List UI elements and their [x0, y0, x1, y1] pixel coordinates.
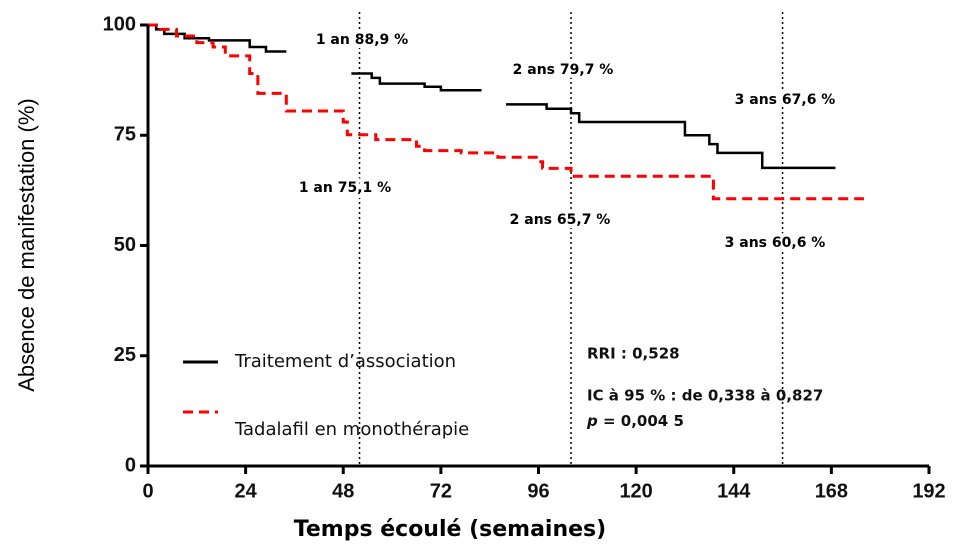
x-tick-label: 48 [332, 480, 354, 502]
x-axis-title: Temps écoulé (semaines) [294, 517, 606, 542]
annotation: 2 ans 79,7 % [513, 62, 614, 78]
x-tick-label: 72 [430, 480, 452, 502]
survival-curve [148, 23, 287, 53]
x-tick-label: 120 [619, 480, 652, 502]
y-tick-label: 75 [114, 124, 136, 146]
y-tick-label: 100 [103, 13, 136, 35]
y-axis-title: Absence de manifestation (%) [14, 98, 39, 392]
annotation: 1 an 88,9 % [316, 32, 408, 48]
annotation: 3 ans 67,6 % [735, 92, 836, 108]
annotation: 3 ans 60,6 % [725, 235, 826, 251]
survival-curve [505, 103, 836, 170]
stat-ci: IC à 95 % : de 0,338 à 0,827 [587, 387, 823, 405]
y-tick-label: 0 [125, 454, 136, 476]
legend-label: Traitement d’association [234, 351, 456, 372]
y-tick-label: 25 [114, 344, 136, 366]
x-tick-label: 168 [815, 480, 848, 502]
x-tick-label: 96 [527, 480, 549, 502]
y-tick-label: 50 [114, 234, 136, 256]
stat-hr: RRI : 0,528 [587, 345, 680, 363]
survival-curve [351, 72, 482, 92]
x-tick-label: 0 [142, 480, 153, 502]
annotation: 1 an 75,1 % [299, 180, 391, 196]
annotation: 2 ans 65,7 % [510, 212, 611, 228]
p-value: = 0,004 5 [603, 412, 684, 430]
survival-curve [148, 23, 864, 201]
legend-label: Tadalafil en monothérapie [234, 419, 469, 440]
x-tick-label: 144 [717, 480, 751, 502]
p-symbol: p [586, 412, 598, 430]
x-tick-label: 192 [912, 480, 945, 502]
stat-p: p = 0,004 5 [586, 412, 684, 430]
x-tick-label: 24 [235, 480, 258, 502]
